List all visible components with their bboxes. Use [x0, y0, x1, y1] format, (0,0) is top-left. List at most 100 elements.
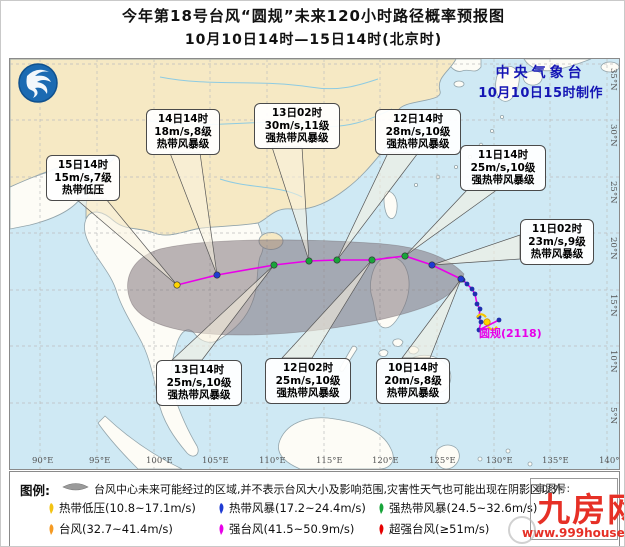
map-canvas: 90°E 95°E 100°E 105°E 110°E 115°E 120°E 125°E 13…: [9, 58, 620, 470]
forecast-callout: 11日14时 25m/s,10级 强热带风暴级: [460, 145, 546, 191]
forecast-callout: 14日14时 18m/s,8级 热带风暴级: [146, 109, 220, 155]
watermark-url: www.999house.com: [522, 526, 625, 540]
lon-tick-label: 120°E: [372, 456, 399, 466]
lat-tick-label: 5°N: [608, 407, 618, 425]
callout-wind: 28m/s,10级: [385, 125, 451, 138]
callout-wind: 23m/s,9级: [528, 235, 586, 248]
lon-tick-label: 90°E: [32, 456, 53, 466]
typhoon-symbol-icon: [476, 313, 498, 331]
typhoon-intensity-icon: [49, 523, 54, 535]
callout-time: 13日14时: [173, 364, 225, 376]
lat-tick-label: 15°N: [608, 294, 618, 317]
forecast-callout: 15日14时 15m/s,7级 热带低压: [46, 155, 120, 201]
lat-tick-label: 25°N: [608, 181, 618, 204]
forecast-callout: 12日02时 25m/s,10级 强热带风暴级: [265, 358, 351, 404]
callout-leader: [431, 234, 521, 266]
forecast-position-dot: [457, 275, 465, 283]
credit-agency: 中央气象台: [495, 65, 586, 81]
legend-item: 强台风(41.5~50.9m/s): [216, 521, 354, 537]
legend-item-label: 热带低压(10.8~17.1m/s): [59, 501, 196, 515]
callout-wind: 15m/s,7级: [54, 171, 112, 184]
callout-wind: 18m/s,8级: [154, 125, 212, 138]
legend: 图例: 台风中心未来可能经过的区域,并不表示台风大小及影响范围,灾害性天气也可能…: [9, 471, 624, 546]
lon-tick-label: 130°E: [486, 456, 513, 466]
callout-time: 10日14时: [387, 362, 439, 374]
forecast-position-dot: [270, 261, 278, 269]
forecast-position-dot: [368, 256, 376, 264]
forecast-position-dot: [213, 271, 221, 279]
observed-position-dot: [478, 319, 484, 325]
legend-item: 热带低压(10.8~17.1m/s): [46, 500, 196, 516]
observed-position-dot: [476, 327, 482, 333]
legend-item-label: 热带风暴(17.2~24.4m/s): [229, 501, 366, 515]
callout-leader: [404, 188, 500, 257]
forecast-position-dot: [333, 256, 341, 264]
cma-logo-icon: [17, 62, 59, 104]
lat-tick-label: 20°N: [608, 237, 618, 260]
map-approval-label: 审图号:: [535, 483, 571, 495]
lat-tick-label: 35°N: [608, 68, 618, 91]
forecast-position-dot: [173, 281, 181, 289]
typhoon-intensity-icon: [219, 502, 224, 514]
typhoon-intensity-icon: [49, 502, 54, 514]
cone-legend-note: 台风中心未来可能经过的区域,并不表示台风大小及影响范围,灾害性天气也可能出现在阴…: [94, 483, 563, 496]
header: 今年第18号台风“圆规”未来120小时路径概率预报图 10月10日14时—15日…: [1, 5, 624, 49]
probability-cone: [127, 239, 465, 336]
lon-tick-label: 105°E: [202, 456, 229, 466]
callout-category: 强热带风暴级: [265, 132, 329, 144]
page-subtitle: 10月10日14时—15日14时(北京时): [184, 32, 443, 48]
callout-wind: 25m/s,10级: [470, 161, 536, 174]
forecast-callout: 13日02时 30m/s,11级 强热带风暴级: [254, 103, 340, 149]
legend-title: 图例:: [20, 483, 50, 498]
callout-category: 强热带风暴级: [167, 389, 231, 401]
callout-category: 热带风暴级: [386, 387, 440, 399]
callout-category: 热带低压: [62, 184, 104, 196]
legend-item: 超强台风(≥51m/s): [376, 521, 489, 537]
callout-wind: 25m/s,10级: [166, 376, 232, 389]
page-title: 今年第18号台风“圆规”未来120小时路径概率预报图: [122, 7, 505, 25]
legend-item: 台风(32.7~41.4m/s): [46, 521, 173, 537]
callout-wind: 20m/s,8级: [384, 374, 442, 387]
callout-wind: 30m/s,11级: [264, 119, 330, 132]
lat-tick-label: 30°N: [608, 124, 618, 147]
legend-item: 热带风暴(17.2~24.4m/s): [216, 500, 366, 516]
forecast-callout: 11日02时 23m/s,9级 热带风暴级: [520, 219, 594, 265]
observed-position-dot: [477, 306, 483, 312]
callout-time: 13日02时: [271, 107, 323, 119]
typhoon-intensity-icon: [219, 523, 224, 535]
observed-position-dot: [464, 281, 470, 287]
lon-tick-label: 100°E: [146, 456, 173, 466]
lon-tick-label: 125°E: [429, 456, 456, 466]
typhoon-intensity-icon: [379, 502, 384, 514]
legend-item: 强热带风暴(24.5~32.6m/s): [376, 500, 537, 516]
lon-tick-label: 110°E: [259, 456, 286, 466]
forecast-position-dot: [401, 252, 409, 260]
watermark-name: 九房网: [537, 490, 624, 529]
forecast-callout: 10日14时 20m/s,8级 热带风暴级: [376, 358, 450, 404]
callout-wind: 25m/s,10级: [275, 374, 341, 387]
lat-tick-label: 10°N: [608, 350, 618, 373]
observed-position-dot: [496, 317, 502, 323]
callout-time: 15日14时: [57, 159, 109, 171]
watermark-logo-icon: [508, 516, 536, 544]
forecast-position-dot: [428, 261, 436, 269]
callout-time: 11日02时: [531, 223, 583, 235]
lon-tick-label: 135°E: [542, 456, 569, 466]
callout-time: 12日14时: [392, 113, 444, 125]
observed-position-dot: [472, 291, 478, 297]
lon-tick-label: 115°E: [316, 456, 343, 466]
observed-position-dot: [474, 301, 480, 307]
callout-category: 强热带风暴级: [471, 174, 535, 186]
watermark: 九房网 www.999house.com: [508, 490, 625, 544]
map-graphics: 90°E 95°E 100°E 105°E 110°E 115°E 120°E 125°E 13…: [10, 59, 619, 469]
forecast-callout: 13日14时 25m/s,10级 强热带风暴级: [156, 360, 242, 406]
credit-timestamp: 10月10日15时制作: [478, 86, 603, 101]
typhoon-intensity-icon: [379, 523, 384, 535]
legend-item-label: 超强台风(≥51m/s): [389, 522, 490, 536]
callout-category: 热带风暴级: [156, 138, 210, 150]
callout-category: 热带风暴级: [530, 248, 584, 260]
lon-tick-label: 140°E: [599, 456, 619, 466]
callout-time: 12日02时: [282, 362, 334, 374]
callout-category: 强热带风暴级: [386, 138, 450, 150]
